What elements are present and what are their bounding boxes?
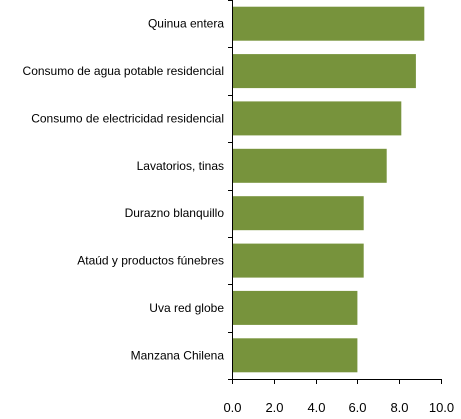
x-tick-label: 6.0 — [348, 400, 366, 415]
bar — [232, 101, 402, 136]
category-label: Lavatorios, tinas — [137, 159, 224, 173]
category-label: Quinua entera — [148, 17, 224, 31]
category-label: Manzana Chilena — [131, 348, 225, 362]
category-label: Consumo de agua potable residencial — [23, 64, 224, 78]
x-tick-label: 4.0 — [307, 400, 325, 415]
bar — [232, 54, 416, 89]
bar — [232, 290, 358, 325]
category-label: Ataúd y productos fúnebres — [77, 254, 224, 268]
tick-labels-group: 0.0 2.0 4.0 6.0 8.0 10.0 — [223, 400, 454, 415]
category-label: Uva red globe — [149, 301, 224, 315]
x-tick-label: 2.0 — [265, 400, 283, 415]
category-label: Durazno blanquillo — [125, 206, 225, 220]
category-label: Consumo de electricidad residencial — [31, 111, 224, 125]
bar — [232, 196, 364, 231]
bars-group — [232, 6, 425, 373]
x-tick-label: 8.0 — [390, 400, 408, 415]
bar — [232, 338, 358, 373]
x-tick-label: 0.0 — [223, 400, 241, 415]
category-labels-group: Quinua entera Consumo de agua potable res… — [23, 17, 225, 363]
axes-group — [228, 0, 442, 384]
bar — [232, 6, 425, 41]
bar — [232, 148, 387, 183]
x-tick-label: 10.0 — [429, 400, 454, 415]
bar — [232, 243, 364, 278]
